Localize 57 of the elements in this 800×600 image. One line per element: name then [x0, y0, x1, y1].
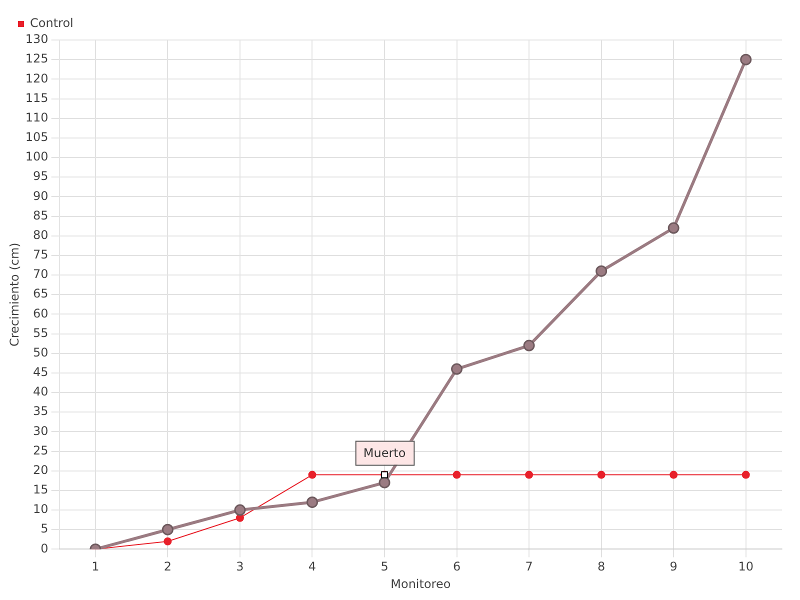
x-tick-label: 2 — [164, 560, 172, 574]
x-tick-label: 4 — [308, 560, 316, 574]
y-tick-label: 50 — [33, 345, 48, 360]
point — [742, 470, 750, 479]
point — [162, 524, 174, 536]
y-tick-label: 20 — [33, 462, 48, 477]
y-tick-label: 75 — [33, 248, 48, 262]
point — [740, 54, 752, 66]
y-tick-label: 25 — [33, 443, 48, 458]
point — [452, 470, 461, 479]
point — [306, 496, 318, 508]
x-tick-label: 1 — [92, 560, 100, 574]
point — [308, 470, 316, 479]
y-tick-label: 125 — [25, 52, 48, 66]
y-tick-label: 55 — [33, 326, 48, 340]
point — [596, 265, 608, 277]
x-axis-title: Monitoreo — [390, 576, 451, 591]
point — [525, 470, 534, 479]
y-tick-label: 115 — [25, 90, 48, 105]
y-tick-label: 5 — [40, 522, 48, 536]
y-tick-label: 130 — [25, 32, 48, 46]
y-tick-label: 90 — [33, 188, 48, 203]
x-tick-label: 3 — [236, 560, 244, 574]
y-tick-label: 40 — [33, 384, 48, 399]
y-tick-label: 65 — [33, 286, 48, 301]
y-tick-label: 45 — [33, 365, 48, 380]
y-tick-label: 85 — [33, 208, 48, 222]
y-tick-label: 105 — [25, 130, 48, 144]
point — [597, 470, 606, 479]
x-tick-label: 9 — [670, 560, 678, 574]
point — [164, 537, 172, 546]
point — [451, 363, 463, 375]
y-tick-label: 15 — [33, 482, 48, 497]
y-tick-label: 35 — [33, 404, 48, 418]
y-tick-label: 80 — [33, 228, 48, 242]
x-tick-label: 7 — [525, 560, 533, 574]
point — [378, 476, 390, 488]
y-tick-label: 95 — [33, 169, 48, 184]
y-tick-label: 10 — [33, 502, 48, 516]
legend-label: Control — [30, 16, 74, 30]
y-tick-label: 70 — [33, 267, 48, 282]
point — [234, 504, 246, 516]
y-tick-label: 0 — [40, 541, 48, 556]
y-axis-title: Crecimiento (cm) — [7, 242, 22, 347]
y-tick-label: 110 — [25, 110, 48, 124]
point — [670, 470, 678, 479]
y-tick-label: 60 — [33, 306, 48, 320]
y-tick-label: 100 — [25, 150, 48, 164]
point — [523, 340, 535, 352]
y-tick-label: 120 — [25, 71, 48, 86]
y-tick-label: 30 — [33, 424, 48, 438]
x-tick-label: 6 — [452, 560, 461, 574]
x-tick-label: 8 — [598, 560, 606, 574]
x-tick-label: 10 — [738, 560, 754, 574]
point — [668, 222, 680, 234]
annotation: Muerto — [363, 446, 406, 460]
x-tick-label: 5 — [380, 560, 388, 574]
